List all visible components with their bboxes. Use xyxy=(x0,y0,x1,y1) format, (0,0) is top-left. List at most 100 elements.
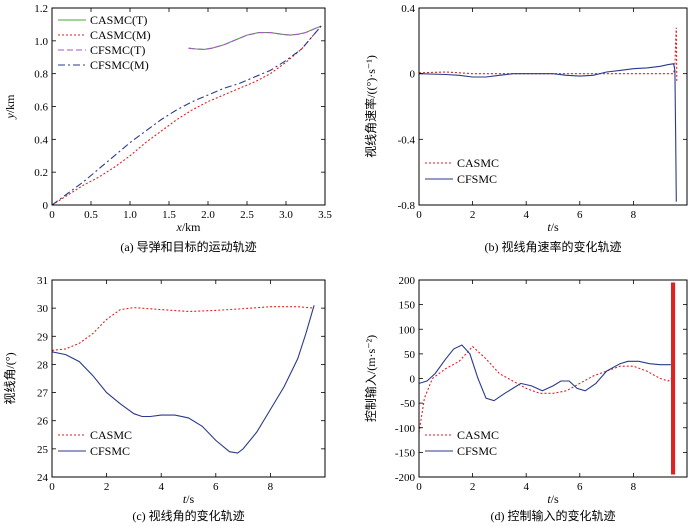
series-line-CFSMC xyxy=(52,305,315,454)
y-axis-label: 视线角速率/((°)·s⁻¹) xyxy=(363,55,378,158)
x-axis-label: x/km xyxy=(176,220,202,234)
x-tick-label: 0 xyxy=(49,481,55,493)
series-line-CASMC(T) xyxy=(188,25,322,50)
legend-label: CASMC(T) xyxy=(90,13,147,27)
series-line-CASMC xyxy=(52,306,315,351)
series-line-CFSMC xyxy=(419,63,677,202)
y-tick-label: 0.4 xyxy=(401,3,415,15)
plot-frame xyxy=(418,7,688,206)
y-tick-label: -50 xyxy=(400,398,415,410)
y-tick-label: -0.8 xyxy=(398,200,416,212)
x-tick-label: 6 xyxy=(577,209,583,221)
x-axis-label-unit: /s xyxy=(551,492,559,506)
legend: CASMC(T)CASMC(M)CFSMC(T)CFSMC(M) xyxy=(58,13,151,72)
x-axis-label-var: x xyxy=(176,220,183,234)
y-tick-label: 100 xyxy=(399,324,416,336)
y-axis-label: y/km xyxy=(3,94,17,120)
series-line-CASMC(M) xyxy=(52,25,322,206)
x-tick-label: 4 xyxy=(158,481,164,493)
legend-label: CFSMC xyxy=(90,444,130,458)
legend-label: CFSMC xyxy=(457,172,497,186)
legend-label: CASMC(M) xyxy=(90,28,151,42)
series-line-CASMC xyxy=(419,345,672,433)
x-tick-label: 2.5 xyxy=(240,209,254,221)
series-line-CFSMC(T) xyxy=(188,25,322,50)
chart-b: 0 2 4 6 8 -0.8 -0.4 0 0.4 t/s 视线角速率/((°)·s⁻¹) (b) 视… xyxy=(363,3,688,254)
y-axis-label-var: 控制输入 xyxy=(363,374,378,422)
x-axis-label: t/s xyxy=(183,492,195,506)
series-line-CFSMC(M) xyxy=(52,25,322,206)
x-axis-label-unit: /s xyxy=(551,220,559,234)
chart-d: 0 2 4 6 8-200-150-100-50050100150200t/s控制输入/… xyxy=(363,275,688,523)
y-tick-label: 26 xyxy=(37,416,49,428)
x-tick-label: 0.5 xyxy=(84,209,98,221)
x-tick-label: 8 xyxy=(631,481,637,493)
y-tick-label: 1.2 xyxy=(34,3,48,15)
x-axis-label-var: t xyxy=(547,220,551,234)
legend-label: CASMC xyxy=(457,156,499,170)
y-tick-label: 0 xyxy=(410,69,416,81)
chart-caption: (a) 导弹和目标的运动轨迹 xyxy=(120,239,256,254)
legend: CASMC CFSMC xyxy=(425,156,499,186)
x-tick-label: 2 xyxy=(104,481,110,493)
y-axis-label-var: y xyxy=(3,113,17,120)
legend-label: CFSMC(T) xyxy=(90,43,145,57)
y-axis-label-unit: /((°)·s⁻¹) xyxy=(364,55,378,98)
y-tick-label: 27 xyxy=(37,388,49,400)
x-axis-label-unit: /km xyxy=(182,220,201,234)
y-tick-label: 1.0 xyxy=(34,36,48,48)
x-axis-label: t/s xyxy=(547,220,559,234)
legend: CASMC CFSMC xyxy=(58,428,132,458)
x-axis-label-var: t xyxy=(547,492,551,506)
x-tick-label: 3.0 xyxy=(279,209,293,221)
x-tick-label: 1.0 xyxy=(123,209,137,221)
y-tick-label: 0 xyxy=(43,200,49,212)
y-axis-label: 控制输入/(m·s⁻²) xyxy=(363,335,378,422)
legend-label: CFSMC(M) xyxy=(90,58,149,72)
y-tick-label: -150 xyxy=(395,447,416,459)
y-tick-label: 0 xyxy=(410,374,416,386)
plot-frame xyxy=(51,279,326,478)
chart-caption: (d) 控制输入的变化轨迹 xyxy=(491,508,616,523)
y-tick-label: 29 xyxy=(37,331,49,343)
series-line-CFSMC xyxy=(419,344,671,402)
legend: CASMC CFSMC xyxy=(425,428,499,458)
y-tick-label: 28 xyxy=(37,359,49,371)
chart-caption: (c) 视线角的变化轨迹 xyxy=(132,508,244,523)
x-tick-label: 0 xyxy=(416,481,422,493)
x-axis-label-var: t xyxy=(183,492,187,506)
y-tick-label: 200 xyxy=(399,275,416,287)
y-tick-label: 24 xyxy=(37,472,49,484)
x-tick-label: 2.0 xyxy=(201,209,215,221)
chart-caption: (b) 视线角速率的变化轨迹 xyxy=(485,239,622,254)
x-axis-label: t/s xyxy=(547,492,559,506)
x-tick-label: 1.5 xyxy=(162,209,176,221)
x-tick-label: 6 xyxy=(213,481,219,493)
y-axis-label-unit: /(°) xyxy=(3,352,17,368)
y-tick-label: 31 xyxy=(37,275,48,287)
legend-label: CFSMC xyxy=(457,444,497,458)
y-axis-label-var: 视线角 xyxy=(2,369,17,405)
x-tick-label: 3.5 xyxy=(318,209,332,221)
x-tick-label: 6 xyxy=(577,481,583,493)
legend-label: CASMC xyxy=(457,428,499,442)
y-axis-label-unit: /km xyxy=(3,94,17,113)
y-tick-label: 30 xyxy=(37,303,49,315)
x-tick-label: 4 xyxy=(523,209,529,221)
x-tick-label: 2 xyxy=(470,481,476,493)
x-tick-label: 8 xyxy=(631,209,637,221)
y-axis-label: 视线角/(°) xyxy=(2,352,17,404)
y-tick-label: -0.4 xyxy=(398,134,416,146)
x-tick-label: 0 xyxy=(416,209,422,221)
chart-a: 0 0.5 1.0 1.5 2.0 2.5 3.0 3.5 0 0.2 0.4 0.6 0.8 1.0 1.… xyxy=(3,3,332,254)
y-tick-label: 0.8 xyxy=(34,69,48,81)
y-tick-label: 150 xyxy=(399,300,416,312)
y-tick-label: -100 xyxy=(395,423,416,435)
y-tick-label: 50 xyxy=(404,349,416,361)
y-tick-label: 0.2 xyxy=(34,167,48,179)
y-tick-label: 0.6 xyxy=(34,102,48,114)
x-tick-label: 0 xyxy=(49,209,55,221)
x-tick-label: 2 xyxy=(470,209,476,221)
